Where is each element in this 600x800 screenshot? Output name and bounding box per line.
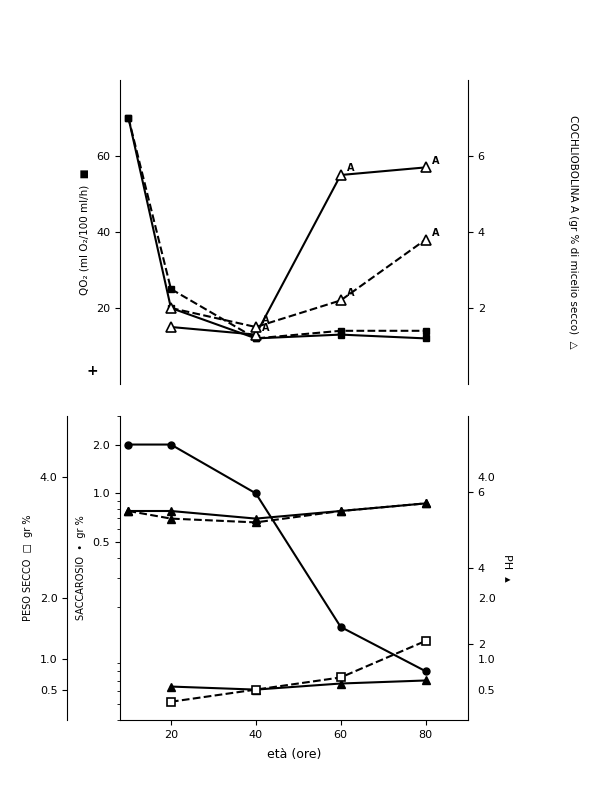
Text: A: A	[262, 322, 269, 333]
Text: A: A	[432, 228, 439, 238]
Y-axis label: PH  ▴: PH ▴	[502, 554, 512, 582]
Text: A: A	[347, 289, 355, 298]
Y-axis label: PESO SECCO  □  gr %: PESO SECCO □ gr %	[23, 514, 33, 622]
Y-axis label: SACCAROSIO  •  gr %: SACCAROSIO • gr %	[76, 516, 86, 620]
Y-axis label: COCHLIOBOLINA A (gr % di micelio secco)  △: COCHLIOBOLINA A (gr % di micelio secco) …	[568, 115, 578, 349]
Text: A: A	[432, 155, 439, 166]
Text: A: A	[262, 315, 269, 325]
X-axis label: età (ore): età (ore)	[267, 748, 321, 761]
Y-axis label: QO₂ (ml O₂/100 ml/h)  ■: QO₂ (ml O₂/100 ml/h) ■	[79, 169, 89, 295]
Text: +: +	[86, 364, 98, 378]
Text: A: A	[347, 163, 355, 173]
